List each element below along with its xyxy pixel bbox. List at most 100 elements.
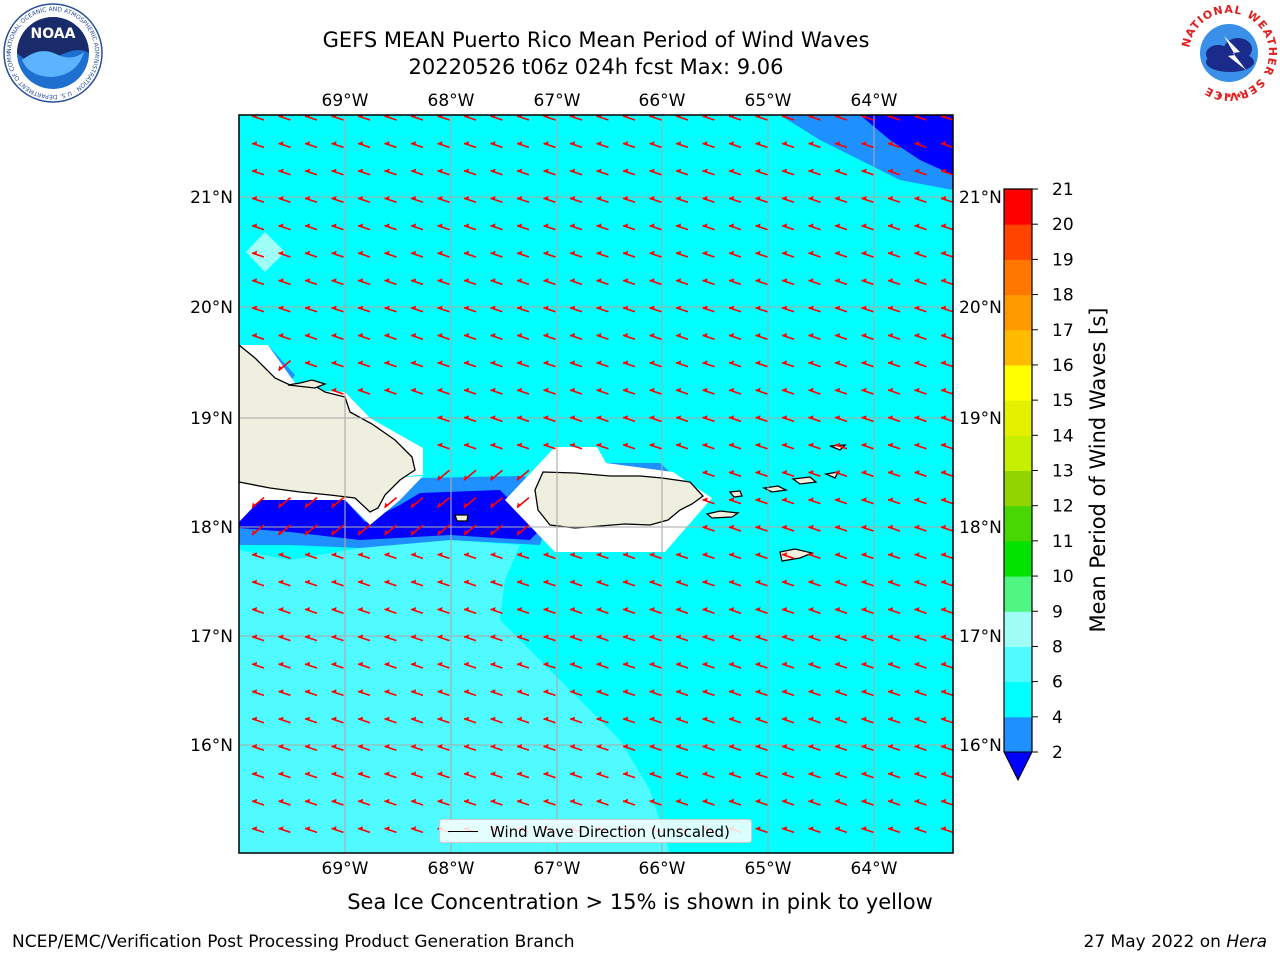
wind-wave-arrow-head [331,661,337,666]
wind-wave-arrow-head [358,141,363,146]
wind-wave-arrow-head [888,744,893,748]
wind-wave-arrow-head [861,497,867,502]
sea-band-light-patch [246,232,285,272]
wind-wave-arrow-head [437,634,443,639]
wind-wave-arrow-head [702,387,708,392]
wind-wave-arrow-head [305,771,310,776]
wind-wave-arrow-head [623,196,628,200]
wind-wave-arrow-head [570,442,575,447]
wind-wave-arrow-head [729,716,734,721]
wind-wave-arrow-head [808,661,814,666]
wind-wave-arrow-head [464,196,469,200]
wind-wave-arrow-head [729,360,734,365]
wind-wave-arrow-head [676,333,681,337]
wind-wave-arrow-head [384,826,390,831]
wind-wave-arrow-head [543,552,549,557]
lon-label: 65°W [745,91,792,111]
wind-wave-arrow-head [517,415,522,420]
lon-label: 67°W [534,91,581,111]
colorbar-segment [1004,294,1032,331]
wind-wave-arrow-head [278,168,284,173]
wind-wave-arrow-head [623,579,628,584]
wind-wave-arrow-head [623,634,628,639]
lat-label: 17°N [190,627,233,647]
wind-wave-arrow-head [490,607,496,611]
wind-wave-arrow-head [861,771,867,776]
wind-wave-arrow-head [623,552,628,557]
wind-wave-arrow-head [490,579,496,584]
wind-wave-arrow-head [278,607,284,611]
wind-wave-arrow-head [331,168,337,173]
wind-wave-arrow-head [490,661,496,666]
wind-wave-arrow-head [755,771,761,776]
wind-wave-arrow-head [888,607,893,611]
wind-wave-arrow-head [278,333,284,337]
colorbar-segment [1004,681,1032,718]
wind-wave-arrow-head [543,141,549,146]
wind-wave-arrow-head [914,250,920,255]
lon-label: 67°W [534,859,581,879]
wind-wave-arrow-head [358,168,363,173]
wind-wave-arrow-head [782,771,787,776]
wind-wave-arrow-head [914,634,920,639]
wind-wave-arrow-head [729,579,734,584]
wind-wave-arrow-head [755,470,761,474]
wind-wave-arrow-head [914,661,920,666]
wind-wave-arrow-head [782,716,787,721]
wind-wave-arrow-head [570,415,575,420]
wind-wave-arrow-head [305,716,310,721]
wind-wave-arrow-head [861,661,867,666]
colorbar-tick-label: 4 [1052,708,1063,728]
wind-wave-arrow-head [755,442,761,447]
wind-wave-arrow-head [914,442,920,447]
wind-wave-arrow-head [676,278,681,283]
lat-labels-left: 21°N 20°N 19°N 18°N 17°N 16°N [190,188,233,756]
wind-wave-arrow-head [252,661,257,666]
wind-wave-arrow-head [888,250,893,255]
wind-wave-arrow-head [808,470,814,474]
wind-wave-arrow-head [278,579,284,584]
wind-wave-arrow-head [464,716,469,721]
colorbar-tick-label: 12 [1052,497,1074,517]
wind-wave-arrow-head [464,333,469,337]
wind-wave-arrow-head [544,854,549,858]
wind-wave-arrow-head [808,250,814,255]
wind-wave-arrow-head [861,607,867,611]
wind-wave-arrow-head [649,579,655,584]
land-vieques [705,510,740,519]
wind-wave-arrow-head [914,141,920,146]
wind-wave-arrow-head [861,634,867,639]
wind-wave-arrow-head [888,524,893,529]
wind-wave-arrow-head [517,387,522,392]
wind-wave-arrow-head [835,442,840,447]
wind-wave-arrow-head [623,360,628,365]
wind-wave-arrow-head [384,716,390,721]
wind-wave-arrow-head [755,223,761,228]
wind-wave-arrow-head [729,634,734,639]
wind-wave-arrow-head [888,141,893,146]
wind-wave-arrow-head [623,607,628,611]
wind-wave-arrow-head [384,333,390,337]
wind-wave-arrow-head [252,250,257,255]
wind-wave-arrow-head [914,689,920,694]
wind-wave-arrow-head [596,360,602,365]
colorbar-tick-label: 8 [1052,637,1063,657]
wind-wave-arrow-head [755,552,761,557]
wind-wave-arrow-head [384,305,390,310]
wind-wave-arrow-head [782,579,787,584]
wind-wave-arrow-head [490,415,496,420]
wind-wave-arrow-head [808,607,814,611]
wind-wave-arrow-head [464,579,469,584]
wind-wave-arrow [411,856,423,860]
wind-wave-arrow-head [464,607,469,611]
land-st-croix [779,548,815,562]
wind-wave-arrow-head [808,771,814,776]
wind-wave-arrow-head [676,442,681,447]
wind-wave-arrow-head [941,250,946,255]
wind-wave-arrow-head [384,250,390,255]
wind-wave-arrow-head [464,552,469,557]
wind-wave-arrow-head [411,333,416,337]
wind-wave-arrow-head [782,305,787,310]
wind-wave-arrow-head [861,716,867,721]
wind-wave-arrow-head [702,470,708,474]
